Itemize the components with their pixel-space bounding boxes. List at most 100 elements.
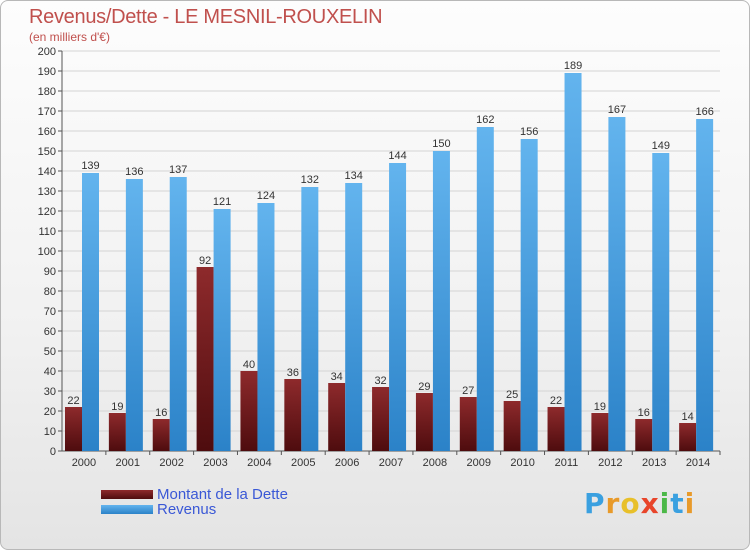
bar-dette bbox=[240, 371, 258, 451]
bar-revenus bbox=[652, 153, 670, 451]
y-tick-label: 130 bbox=[38, 186, 56, 198]
bar-revenus bbox=[432, 151, 450, 451]
bar-revenus bbox=[257, 203, 275, 451]
x-tick-label: 2000 bbox=[72, 457, 96, 469]
legend-label-dette: Montant de la Dette bbox=[157, 486, 288, 503]
data-label-revenus: 124 bbox=[257, 190, 275, 202]
data-label-dette: 34 bbox=[331, 371, 343, 383]
y-tick-label: 70 bbox=[44, 306, 56, 318]
logo-letter: x bbox=[640, 487, 660, 520]
data-label-revenus: 136 bbox=[125, 166, 143, 178]
bar-dette bbox=[328, 383, 346, 451]
logo-letter: o bbox=[620, 487, 641, 520]
y-tick-label: 120 bbox=[38, 206, 56, 218]
bar-revenus bbox=[608, 117, 626, 451]
y-tick-label: 190 bbox=[38, 66, 56, 78]
bar-revenus bbox=[301, 187, 319, 451]
data-label-dette: 19 bbox=[111, 401, 123, 413]
data-label-revenus: 167 bbox=[608, 104, 626, 116]
data-label-dette: 32 bbox=[374, 375, 386, 387]
bar-dette bbox=[372, 387, 390, 451]
x-tick-label: 2009 bbox=[466, 457, 490, 469]
y-tick-label: 60 bbox=[44, 326, 56, 338]
bar-dette bbox=[635, 419, 653, 451]
bar-dette bbox=[65, 407, 82, 451]
y-tick-label: 30 bbox=[44, 386, 56, 398]
x-tick-label: 2001 bbox=[116, 457, 140, 469]
y-tick-label: 100 bbox=[38, 246, 56, 258]
data-label-revenus: 132 bbox=[301, 174, 319, 186]
x-tick-label: 2014 bbox=[686, 457, 710, 469]
bar-revenus bbox=[389, 163, 407, 451]
data-label-revenus: 134 bbox=[345, 170, 363, 182]
x-tick-label: 2012 bbox=[598, 457, 622, 469]
data-label-dette: 29 bbox=[418, 381, 430, 393]
data-label-revenus: 139 bbox=[81, 160, 99, 172]
bar-dette bbox=[196, 267, 214, 451]
data-label-dette: 16 bbox=[638, 407, 650, 419]
logo-letter: t bbox=[670, 487, 685, 520]
bar-dette bbox=[152, 419, 170, 451]
data-label-dette: 92 bbox=[199, 255, 211, 267]
legend-label-revenus: Revenus bbox=[157, 501, 217, 518]
y-tick-label: 80 bbox=[44, 286, 56, 298]
data-label-revenus: 166 bbox=[695, 106, 713, 118]
data-label-dette: 27 bbox=[462, 385, 474, 397]
bar-revenus bbox=[520, 139, 538, 451]
bar-revenus bbox=[125, 179, 143, 451]
data-label-dette: 22 bbox=[67, 395, 79, 407]
logo-letter: r bbox=[605, 487, 621, 520]
x-tick-label: 2005 bbox=[291, 457, 315, 469]
bar-dette bbox=[679, 423, 697, 451]
data-label-dette: 40 bbox=[243, 359, 255, 371]
data-label-dette: 22 bbox=[550, 395, 562, 407]
y-tick-label: 40 bbox=[44, 366, 56, 378]
y-tick-label: 170 bbox=[38, 106, 56, 118]
y-tick-label: 150 bbox=[38, 146, 56, 158]
data-label-dette: 16 bbox=[155, 407, 167, 419]
bar-revenus bbox=[476, 127, 494, 451]
logo-letter: P bbox=[584, 487, 606, 520]
x-tick-label: 2008 bbox=[423, 457, 447, 469]
x-tick-label: 2013 bbox=[642, 457, 666, 469]
x-tick-label: 2003 bbox=[203, 457, 227, 469]
logo-letter: i bbox=[659, 487, 671, 520]
data-label-revenus: 156 bbox=[520, 126, 538, 138]
data-label-revenus: 150 bbox=[432, 138, 450, 150]
chart-subtitle: (en milliers d'€) bbox=[29, 30, 110, 44]
bar-revenus bbox=[82, 173, 99, 451]
bar-dette bbox=[459, 397, 477, 451]
bar-dette bbox=[547, 407, 565, 451]
data-label-revenus: 137 bbox=[169, 164, 187, 176]
bar-dette bbox=[591, 413, 609, 451]
y-tick-label: 140 bbox=[38, 166, 56, 178]
bar-revenus bbox=[169, 177, 187, 451]
bar-dette bbox=[284, 379, 302, 451]
bar-dette bbox=[503, 401, 521, 451]
y-tick-label: 90 bbox=[44, 266, 56, 278]
bar-revenus bbox=[696, 119, 714, 451]
x-tick-label: 2002 bbox=[159, 457, 183, 469]
data-label-revenus: 189 bbox=[564, 60, 582, 72]
legend-swatch-revenus bbox=[101, 505, 153, 514]
x-tick-label: 2007 bbox=[379, 457, 403, 469]
y-tick-label: 180 bbox=[38, 86, 56, 98]
y-tick-label: 200 bbox=[38, 46, 56, 58]
x-tick-label: 2011 bbox=[555, 457, 579, 469]
y-tick-label: 110 bbox=[38, 226, 56, 238]
data-label-dette: 25 bbox=[506, 389, 518, 401]
proxiti-logo: Proxiti bbox=[584, 487, 695, 520]
y-tick-label: 50 bbox=[44, 346, 56, 358]
bar-dette bbox=[415, 393, 433, 451]
bar-revenus bbox=[564, 73, 582, 451]
data-label-dette: 36 bbox=[287, 367, 299, 379]
data-label-revenus: 149 bbox=[652, 140, 670, 152]
data-label-revenus: 162 bbox=[476, 114, 494, 126]
legend-swatch-dette bbox=[101, 490, 153, 499]
chart-title: Revenus/Dette - LE MESNIL-ROUXELIN bbox=[29, 6, 383, 28]
bar-dette bbox=[108, 413, 126, 451]
y-tick-label: 20 bbox=[44, 406, 56, 418]
data-label-dette: 14 bbox=[682, 411, 694, 423]
data-label-revenus: 144 bbox=[388, 150, 406, 162]
